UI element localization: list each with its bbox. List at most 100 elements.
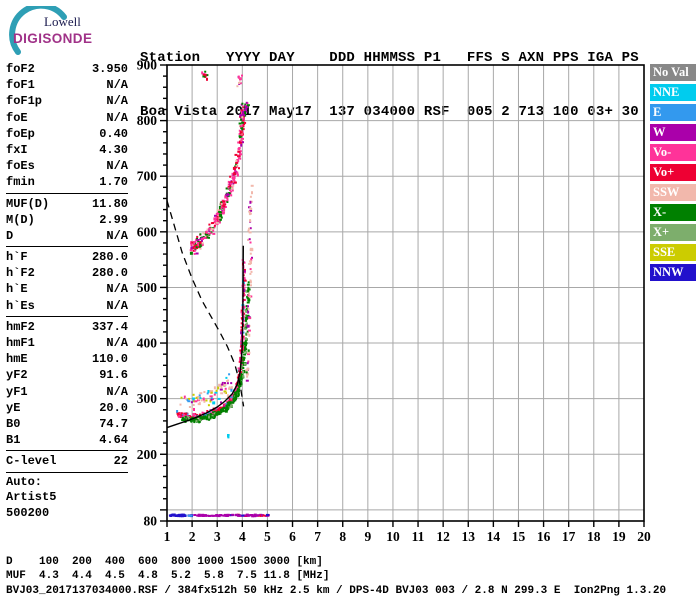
param-row: h`F 280.0 bbox=[6, 249, 128, 265]
svg-text:12: 12 bbox=[436, 529, 450, 544]
panel-separator bbox=[6, 192, 128, 194]
panel-separator bbox=[6, 246, 128, 248]
param-label: yF2 bbox=[6, 368, 28, 383]
param-row: h`E N/A bbox=[6, 281, 128, 297]
param-row: h`F2 280.0 bbox=[6, 265, 128, 281]
param-value: 3.950 bbox=[91, 62, 128, 76]
svg-text:500: 500 bbox=[137, 280, 158, 295]
panel-separator bbox=[6, 315, 128, 317]
svg-text:16: 16 bbox=[537, 529, 551, 544]
legend-item-w: W bbox=[650, 124, 696, 141]
param-label: D bbox=[6, 228, 14, 243]
panel-separator bbox=[6, 450, 128, 452]
param-row: foF2 3.950 bbox=[6, 61, 128, 77]
param-value: N/A bbox=[106, 384, 128, 399]
param-value: 0.40 bbox=[99, 126, 128, 141]
param-label: yE bbox=[6, 400, 21, 415]
svg-text:4: 4 bbox=[239, 529, 246, 544]
param-row: hmE 110.0 bbox=[6, 351, 128, 367]
svg-text:14: 14 bbox=[487, 529, 501, 544]
param-label: M(D) bbox=[6, 212, 35, 227]
param-panel: foF2 3.950 foF1 N/A foF1p N/A foE N/A foEp 0.40 fx… bbox=[6, 61, 128, 521]
svg-text:15: 15 bbox=[512, 529, 526, 544]
param-row: foEs N/A bbox=[6, 158, 128, 174]
param-row: hmF2 337.4 bbox=[6, 319, 128, 335]
param-label: hmF1 bbox=[6, 336, 35, 350]
param-label: yF1 bbox=[6, 384, 28, 399]
svg-text:8: 8 bbox=[339, 529, 346, 544]
svg-text:900: 900 bbox=[137, 58, 158, 73]
param-row: foF1 N/A bbox=[6, 77, 128, 93]
legend-item-nne: NNE bbox=[650, 84, 696, 101]
param-label: hmF2 bbox=[6, 319, 35, 334]
param-row: foE N/A bbox=[6, 110, 128, 126]
param-label: hmE bbox=[6, 352, 28, 367]
param-row: fmin 1.70 bbox=[6, 174, 128, 190]
param-label: h`F bbox=[6, 250, 28, 265]
param-label: MUF(D) bbox=[6, 196, 50, 211]
param-label: h`Es bbox=[6, 298, 35, 313]
panel-footer-line: 500200 bbox=[6, 505, 50, 520]
svg-text:9: 9 bbox=[364, 529, 371, 544]
station-header: Station YYYY DAY DDD HHMMSS P1 FFS S AXN… bbox=[140, 13, 639, 157]
legend-item-nnw: NNW bbox=[650, 264, 696, 281]
d-distance-row: D 100 200 400 600 800 1000 1500 3000 [km… bbox=[6, 556, 323, 568]
legend-item-sse: SSE bbox=[650, 244, 696, 261]
param-row: M(D) 2.99 bbox=[6, 212, 128, 228]
param-row: yE 20.0 bbox=[6, 400, 128, 416]
param-label: B0 bbox=[6, 416, 21, 431]
svg-text:600: 600 bbox=[137, 224, 158, 239]
legend-item-e: E bbox=[650, 104, 696, 121]
param-label: foF1p bbox=[6, 94, 43, 109]
param-label: fxI bbox=[6, 142, 28, 157]
panel-separator bbox=[6, 471, 128, 473]
param-value: 11.80 bbox=[91, 196, 128, 211]
panel-footer-line: Auto: bbox=[6, 474, 43, 489]
param-label: foE bbox=[6, 110, 28, 125]
svg-text:11: 11 bbox=[412, 529, 425, 544]
logo-lowell-text: Lowell bbox=[44, 14, 81, 29]
station-header-line1: Station YYYY DAY DDD HHMMSS P1 FFS S AXN… bbox=[140, 50, 639, 66]
param-value: 2.99 bbox=[99, 212, 128, 227]
param-value: N/A bbox=[106, 159, 128, 174]
svg-text:80: 80 bbox=[144, 514, 158, 529]
svg-text:800: 800 bbox=[137, 113, 158, 128]
legend-item-vo-: Vo- bbox=[650, 144, 696, 161]
param-value: N/A bbox=[106, 298, 128, 313]
svg-text:3: 3 bbox=[214, 529, 221, 544]
param-label: fmin bbox=[6, 175, 35, 190]
param-value: 74.7 bbox=[99, 416, 128, 431]
svg-text:5: 5 bbox=[264, 529, 271, 544]
legend-item-no-val: No Val bbox=[650, 64, 696, 81]
param-label: foF1 bbox=[6, 78, 35, 93]
param-value: 22 bbox=[113, 454, 128, 469]
param-value: 110.0 bbox=[91, 352, 128, 367]
svg-text:1: 1 bbox=[164, 529, 171, 544]
svg-text:2: 2 bbox=[189, 529, 196, 544]
legend-item-vo+: Vo+ bbox=[650, 164, 696, 181]
param-value: N/A bbox=[106, 110, 128, 125]
param-value: N/A bbox=[106, 336, 128, 350]
param-row: foF1p N/A bbox=[6, 93, 128, 109]
digisonde-logo: Lowell DIGISONDE bbox=[6, 6, 116, 56]
param-label: foEs bbox=[6, 159, 35, 174]
param-row: yF1 N/A bbox=[6, 384, 128, 400]
file-info-row: BVJ03_2017137034000.RSF / 384fx512h 50 k… bbox=[6, 585, 667, 597]
param-value: N/A bbox=[106, 228, 128, 243]
param-value: 280.0 bbox=[91, 266, 128, 281]
param-value: 91.6 bbox=[99, 368, 128, 383]
param-label: foEp bbox=[6, 126, 35, 141]
param-value: 280.0 bbox=[91, 250, 128, 265]
svg-text:13: 13 bbox=[462, 529, 476, 544]
svg-text:10: 10 bbox=[386, 529, 400, 544]
param-value: 4.64 bbox=[99, 433, 128, 448]
logo-digisonde-text: DIGISONDE bbox=[13, 31, 93, 46]
param-row: yF2 91.6 bbox=[6, 367, 128, 383]
param-value: 4.30 bbox=[99, 142, 128, 157]
param-value: 1.70 bbox=[99, 175, 128, 190]
param-row: foEp 0.40 bbox=[6, 126, 128, 142]
panel-footer-line: Artist5 bbox=[6, 490, 57, 505]
svg-text:20: 20 bbox=[637, 529, 651, 544]
svg-text:400: 400 bbox=[137, 336, 158, 351]
